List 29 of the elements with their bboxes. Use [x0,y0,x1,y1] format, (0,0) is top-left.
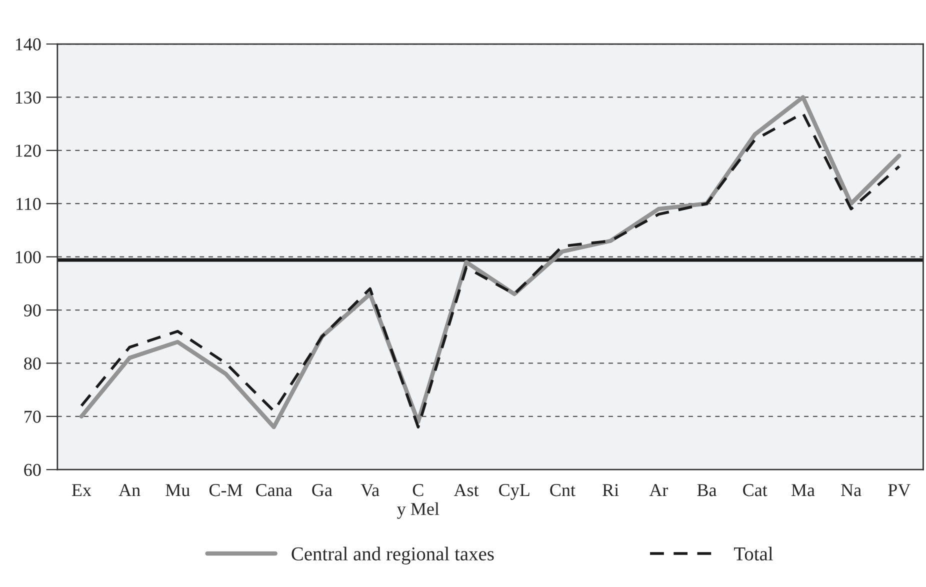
x-tick-label: Ex [72,484,92,496]
x-tick-label: Ast [454,484,479,496]
y-tick-label: 140 [16,38,41,50]
y-tick-label: 120 [16,144,41,157]
x-tick-label: Cat [743,484,768,496]
x-tick-label: Va [360,484,380,496]
y-tick-label: 80 [24,357,41,370]
x-tick-label: Ri [602,484,619,496]
y-tick-label: 100 [16,251,41,264]
y-tick-label: 90 [24,304,41,316]
x-tick-label: Cana [256,484,292,496]
x-tick-label: Mu [166,484,190,496]
x-tick-label: Ma [791,484,815,496]
x-tick-label: Ar [649,484,668,496]
x-tick-label: Cnt [550,484,576,496]
x-tick-label: Ba [697,484,717,496]
legend-label: Total [734,546,773,560]
x-tick-label: Na [841,484,862,496]
x-tick-label: PV [888,484,911,496]
legend-label: Central and regional taxes [292,546,494,564]
y-tick-label: 70 [24,410,41,423]
y-tick-label: 130 [16,91,41,104]
x-tick-label: Ga [312,484,332,496]
x-tick-label: CyL [499,484,530,500]
x-tick-label: C-M [209,484,242,496]
y-tick-label: 110 [16,198,41,210]
x-tick-label: C y Mel [397,484,440,519]
y-tick-label: 60 [24,464,41,476]
x-tick-label: An [118,484,140,496]
